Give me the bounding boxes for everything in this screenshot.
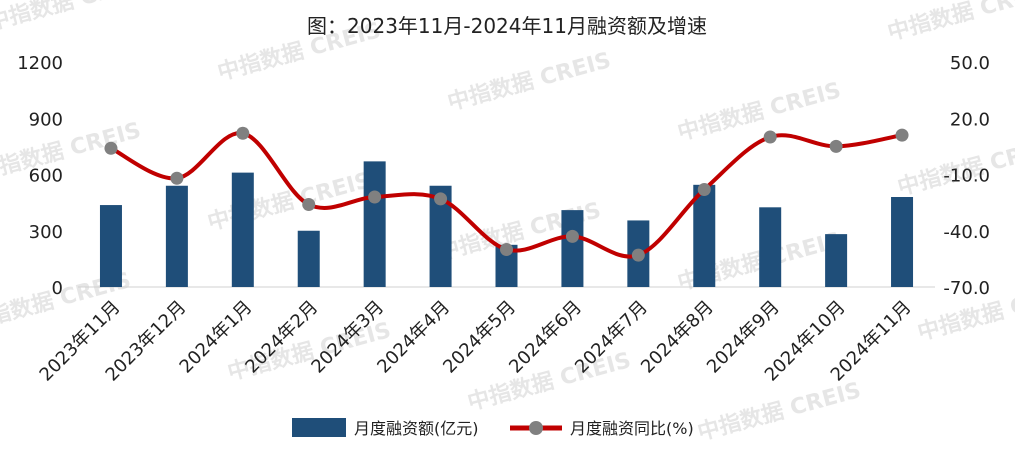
chart-title: 图：2023年11月-2024年11月融资额及增速 — [307, 14, 707, 38]
legend-bar-swatch — [292, 418, 346, 437]
bar — [825, 234, 848, 287]
watermark-text: 中指数据 CREIS — [675, 77, 844, 146]
bar-series — [99, 161, 914, 287]
watermark-text: 中指数据 CREIS — [445, 47, 614, 116]
x-axis-ticks: 2023年11月2023年12月2024年1月2024年2月2024年3月202… — [36, 297, 916, 386]
bar — [495, 244, 518, 287]
watermark-text: 中指数据 CREIS — [0, 0, 154, 36]
bar — [165, 185, 188, 287]
y-right-tick-label: -70.0 — [943, 278, 990, 299]
bar — [99, 205, 122, 287]
bar — [429, 185, 452, 287]
y-left-tick-label: 1200 — [17, 53, 63, 74]
line-point — [170, 171, 184, 185]
line-point — [236, 126, 250, 140]
y-right-tick-label: 20.0 — [950, 109, 990, 130]
y-left-tick-label: 600 — [29, 166, 63, 187]
y-left-tick-label: 0 — [52, 278, 63, 299]
bar — [561, 210, 584, 287]
watermark-layer: 中指数据 CREIS 中指数据 CREIS 中指数据 CREIS 中指数据 CREIS… — [0, 0, 1015, 446]
legend-line-marker — [529, 421, 543, 435]
y-left-tick-label: 900 — [29, 109, 63, 130]
y-left-tick-label: 300 — [29, 222, 63, 243]
line-markers — [104, 126, 909, 262]
bar — [891, 197, 914, 287]
y-right-tick-label: 50.0 — [950, 53, 990, 74]
bar — [693, 184, 716, 287]
line-point — [104, 141, 118, 155]
line-point — [631, 248, 645, 262]
line-point — [697, 183, 711, 196]
line-point — [302, 198, 316, 211]
legend-line-label: 月度融资同比(%) — [570, 419, 694, 438]
y-right-tick-label: -10.0 — [943, 166, 990, 187]
bar — [231, 172, 254, 287]
line-point — [434, 192, 448, 206]
line-point — [829, 139, 843, 153]
line-point — [500, 243, 513, 256]
line-point — [895, 128, 909, 142]
line-point — [763, 130, 777, 144]
line-point — [368, 190, 382, 204]
bar — [297, 230, 320, 287]
legend: 月度融资额(亿元) 月度融资同比(%) — [292, 418, 694, 438]
left-axis-ticks: 0 300 600 900 1200 — [17, 53, 63, 299]
watermark-text: 中指数据 CREIS — [885, 0, 1015, 46]
bar — [759, 207, 782, 287]
watermark-text: 中指数据 CREIS — [0, 117, 144, 186]
watermark-text: 中指数据 CREIS — [465, 347, 634, 416]
y-right-tick-label: -40.0 — [943, 222, 990, 243]
watermark-text: 中指数据 CREIS — [695, 377, 864, 446]
line-point — [565, 229, 579, 243]
bar — [363, 161, 386, 287]
right-axis-ticks: -70.0 -40.0 -10.0 20.0 50.0 — [943, 53, 990, 299]
legend-bar-label: 月度融资额(亿元) — [354, 419, 479, 438]
